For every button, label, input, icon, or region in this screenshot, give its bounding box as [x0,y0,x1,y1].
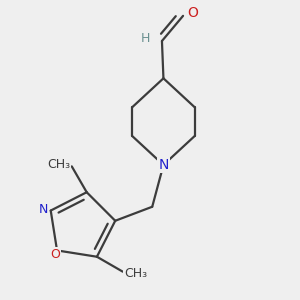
Text: O: O [51,248,61,260]
Text: N: N [39,202,48,216]
Text: CH₃: CH₃ [47,158,70,171]
Text: H: H [141,32,150,44]
Text: CH₃: CH₃ [124,267,147,280]
Text: O: O [187,7,198,20]
Text: N: N [158,158,169,172]
